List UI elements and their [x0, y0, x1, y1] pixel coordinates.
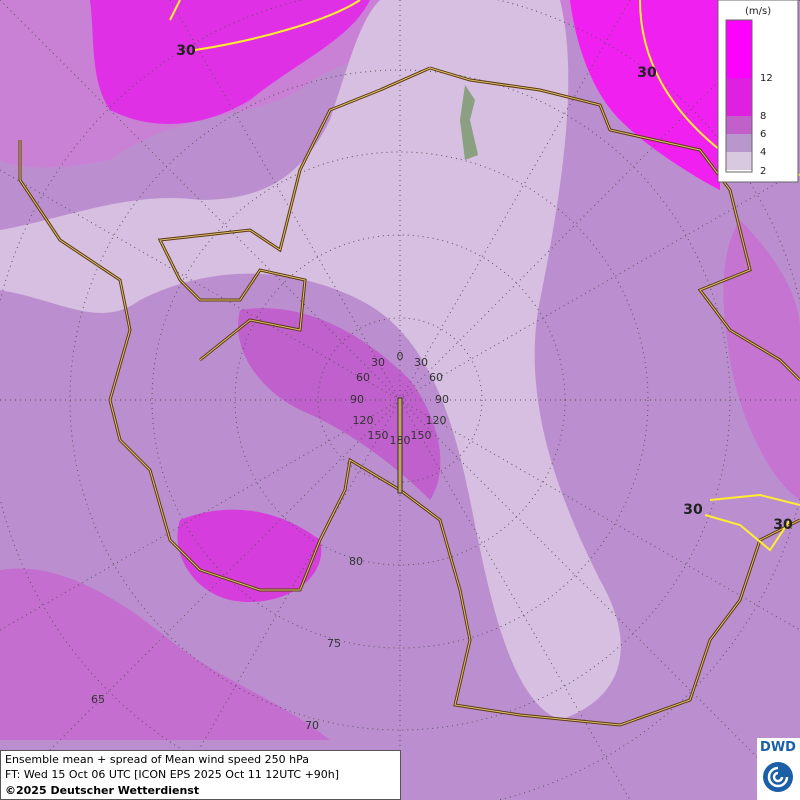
legend-level: 6: [760, 129, 766, 140]
legend-swatch: [726, 116, 752, 134]
longitude-label: 150: [411, 429, 432, 442]
contour-label: 30: [773, 517, 793, 533]
longitude-label: 60: [429, 371, 443, 384]
legend-swatch: [726, 152, 752, 170]
longitude-label: 90: [350, 393, 364, 406]
latitude-label: 75: [327, 637, 341, 650]
legend-swatch: [726, 134, 752, 152]
longitude-label: 150: [368, 429, 389, 442]
field-area: [570, 0, 720, 190]
longitude-label: 30: [371, 356, 385, 369]
longitude-label: 180: [390, 434, 411, 447]
terrain-patch: [460, 85, 478, 160]
field-area: [0, 0, 621, 720]
field-area: [238, 308, 441, 500]
contour-line: [169, 0, 800, 552]
latitude-label: 80: [349, 555, 363, 568]
legend-swatch: [726, 20, 752, 78]
footer-box: [0, 750, 401, 800]
logo-icon: [763, 762, 793, 792]
field-area: [90, 0, 370, 124]
longitude-label: 30: [414, 356, 428, 369]
legend-level: 8: [760, 111, 766, 122]
logo-swirl: [767, 766, 789, 788]
contour-label: 30: [176, 43, 196, 59]
logo-text: DWD: [760, 740, 796, 755]
legend-unit: (m/s): [745, 6, 771, 17]
legend-swatch: [726, 78, 752, 116]
latitude-label: 65: [91, 693, 105, 706]
legend-level: 2: [760, 166, 766, 177]
meridian-marker: [397, 397, 403, 494]
latitude-label: 70: [305, 719, 319, 732]
legend-level: 12: [760, 73, 773, 84]
legend-frame: [725, 19, 753, 173]
field-area: [177, 509, 322, 602]
footer-forecast-time: FT: Wed 15 Oct 06 UTC [ICON EPS 2025 Oct…: [5, 768, 339, 781]
longitude-label: 120: [426, 414, 447, 427]
contour-label: 30: [637, 65, 657, 81]
legend: (m/s) 12 8 6 4 2: [717, 0, 799, 183]
coastline: [19, 67, 800, 726]
legend-level: 4: [760, 147, 766, 158]
field-area: [723, 220, 800, 500]
longitude-label: 90: [435, 393, 449, 406]
longitude-label: 120: [353, 414, 374, 427]
longitude-label: 0: [397, 350, 404, 363]
footer-title: Ensemble mean + spread of Mean wind spee…: [5, 753, 309, 766]
contour-label: 30: [683, 502, 703, 518]
field-area: [0, 568, 330, 740]
longitude-label: 60: [356, 371, 370, 384]
footer-copyright: ©2025 Deutscher Wetterdienst: [5, 784, 199, 797]
